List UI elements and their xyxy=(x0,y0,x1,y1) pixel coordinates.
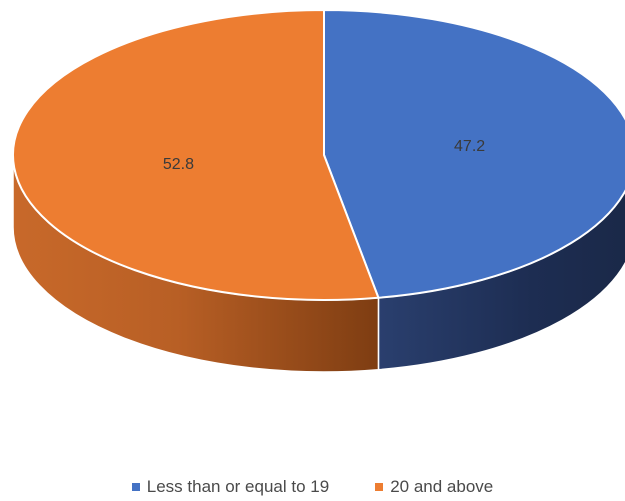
pie-slice-less-than-or-equal-to-19 xyxy=(323,9,625,299)
legend-swatch-20-and-above xyxy=(375,483,384,491)
legend-label-20-and-above: 20 and above xyxy=(390,477,494,496)
chart-legend: Less than or equal to 19 20 and above xyxy=(0,477,625,497)
legend-swatch-less-than-or-equal-to-19 xyxy=(131,483,140,491)
legend-label-less-than-or-equal-to-19: Less than or equal to 19 xyxy=(146,477,330,496)
data-label-less-than-or-equal-to-19: 47.2 xyxy=(454,138,485,155)
legend-item-less-than-or-equal-to-19: Less than or equal to 19 xyxy=(131,477,330,497)
legend-item-20-and-above: 20 and above xyxy=(375,477,493,497)
pie-slice-20-and-above xyxy=(12,9,380,301)
data-label-20-and-above: 52.8 xyxy=(163,156,194,173)
